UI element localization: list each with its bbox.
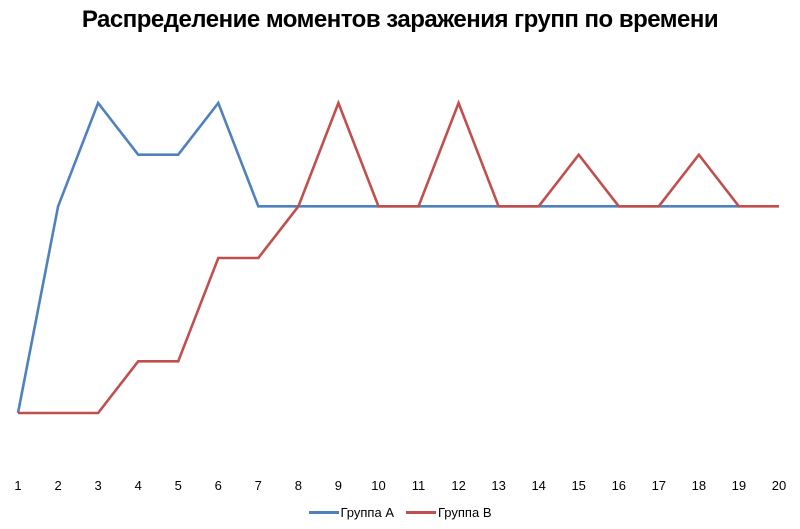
x-tick-label: 1 bbox=[14, 478, 21, 493]
x-tick-label: 9 bbox=[335, 478, 342, 493]
series-line-group-b bbox=[18, 99, 779, 415]
x-tick-label: 11 bbox=[412, 478, 426, 493]
x-tick-label: 15 bbox=[571, 478, 585, 493]
x-tick-label: 2 bbox=[54, 478, 61, 493]
legend-label-group-b: Группа В bbox=[438, 505, 492, 520]
series-line-group-a bbox=[16, 100, 739, 414]
x-tick-label: 14 bbox=[531, 478, 545, 493]
x-tick-label: 5 bbox=[175, 478, 182, 493]
x-tick-label: 7 bbox=[255, 478, 262, 493]
legend-item-group-b: Группа В bbox=[406, 505, 492, 520]
x-tick-label: 13 bbox=[491, 478, 505, 493]
x-tick-label: 8 bbox=[295, 478, 302, 493]
x-tick-label: 17 bbox=[652, 478, 666, 493]
x-tick-label: 6 bbox=[215, 478, 222, 493]
x-tick-label: 10 bbox=[371, 478, 385, 493]
x-tick-label: 12 bbox=[451, 478, 465, 493]
x-tick-label: 3 bbox=[94, 478, 101, 493]
x-axis-tick-labels: 1 2 3 4 5 6 7 8 9 10 11 12 13 14 15 16 17 18 19 20 bbox=[14, 478, 786, 493]
x-tick-label: 16 bbox=[612, 478, 626, 493]
legend-swatch-group-b bbox=[406, 511, 436, 514]
legend-label-group-a: Группа А bbox=[340, 505, 395, 520]
series-layer bbox=[16, 99, 779, 415]
x-tick-label: 19 bbox=[732, 478, 746, 493]
x-tick-label: 20 bbox=[772, 478, 786, 493]
x-tick-label: 18 bbox=[692, 478, 706, 493]
chart-legend: Группа А Группа В bbox=[0, 505, 800, 520]
chart-title: Распределение моментов заражения групп п… bbox=[81, 6, 719, 33]
legend-swatch-group-a bbox=[308, 511, 339, 514]
x-tick-label: 4 bbox=[135, 478, 142, 493]
legend-item-group-a: Группа А bbox=[308, 505, 395, 520]
